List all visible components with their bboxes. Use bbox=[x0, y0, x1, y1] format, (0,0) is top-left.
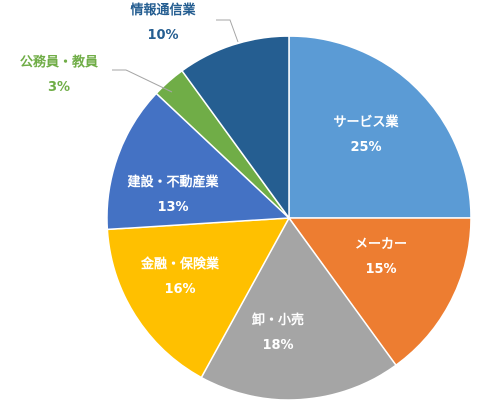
data-label-percent: 13% bbox=[157, 200, 188, 215]
pie-slice-4 bbox=[106, 217, 291, 379]
data-label-category: 金融・保険業 bbox=[140, 256, 220, 272]
pie-slices bbox=[106, 35, 472, 401]
pie-slice-3 bbox=[200, 216, 398, 401]
data-label-percent: 18% bbox=[262, 338, 293, 353]
data-labels: サービス業 25% メーカー 15% 卸・小売 18% 金融・保険業 16% 建設・不動産業 13… bbox=[20, 2, 407, 353]
pie-slice-2 bbox=[287, 217, 472, 367]
leader-line bbox=[216, 19, 239, 43]
data-label-category: 公務員・教員 bbox=[20, 54, 98, 70]
data-label-percent: 16% bbox=[164, 282, 195, 297]
pie-slice-1 bbox=[288, 35, 472, 219]
leader-lines bbox=[112, 19, 239, 93]
data-label-category: 情報通信業 bbox=[130, 2, 196, 18]
data-label-percent: 15% bbox=[365, 262, 396, 277]
data-label-category: メーカー bbox=[355, 237, 407, 252]
data-label-percent: 25% bbox=[350, 140, 381, 155]
data-label-category: 卸・小売 bbox=[252, 312, 304, 328]
data-label-category: サービス業 bbox=[333, 114, 399, 130]
data-label-percent: 10% bbox=[147, 28, 178, 43]
pie-slice-5 bbox=[106, 92, 291, 231]
pie-slice-7 bbox=[180, 35, 290, 221]
data-label-percent: 3% bbox=[48, 80, 70, 95]
leader-line bbox=[112, 69, 173, 93]
data-label-category: 建設・不動産業 bbox=[127, 174, 219, 190]
